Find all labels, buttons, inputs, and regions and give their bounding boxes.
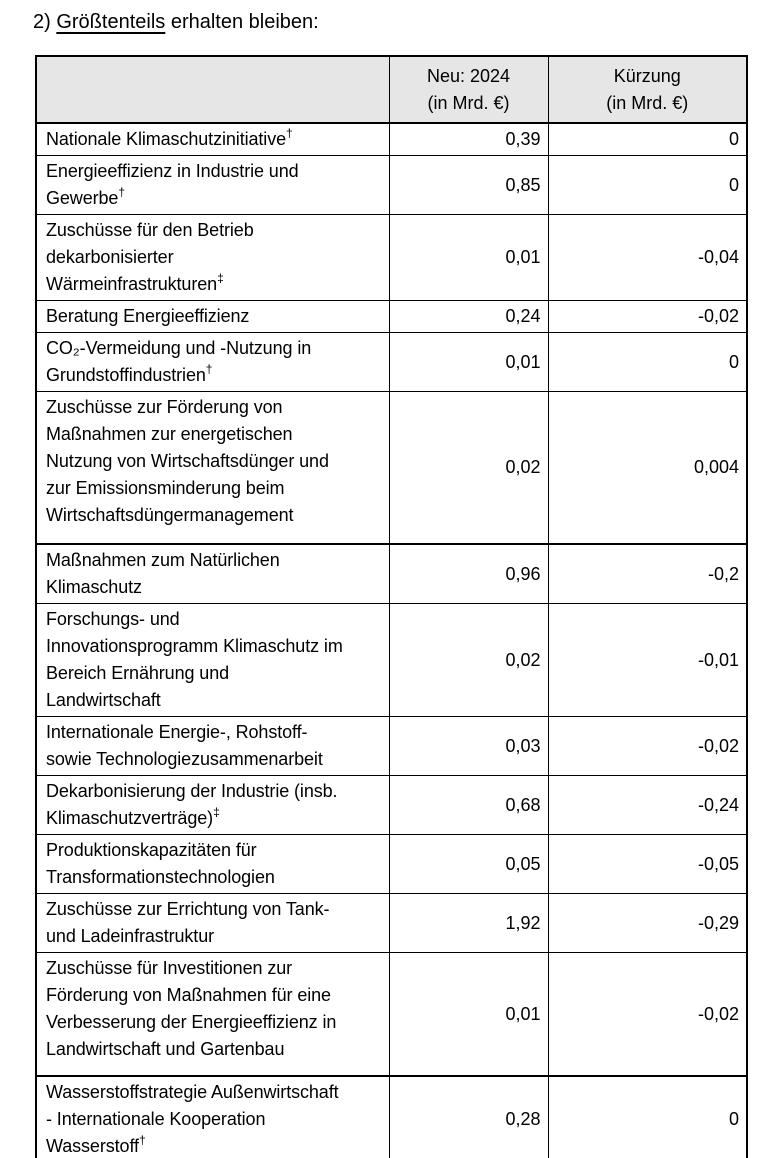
neu-value-cell: 0,02 xyxy=(388,391,549,545)
table-row: Dekarbonisierung der Industrie (insb. Kl… xyxy=(35,775,748,835)
table-body: Nationale Klimaschutzinitiative† 0,39 0 Ene… xyxy=(35,122,748,1158)
table-row: Internationale Energie-, Rohstoff- sowie… xyxy=(35,716,748,776)
table-row: Wasserstoffstrategie Außenwirtschaft - I… xyxy=(35,1075,748,1158)
row-label-text: Beratung Energieeffizienz xyxy=(46,306,250,326)
table-row: Nationale Klimaschutzinitiative† 0,39 0 xyxy=(35,122,748,156)
neu-value-cell: 0,39 xyxy=(388,122,549,156)
neu-value-cell: 0,68 xyxy=(388,775,549,835)
row-label-text: Nationale Klimaschutzinitiative xyxy=(46,129,287,149)
footnote-marker: † xyxy=(138,1133,146,1147)
footnote-marker: † xyxy=(286,126,293,140)
neu-value-cell: 0,96 xyxy=(388,543,549,604)
header-neu-2024: Neu: 2024 (in Mrd. €) xyxy=(388,55,549,124)
kuerzung-value-cell: 0 xyxy=(547,155,748,215)
footnote-marker: ‡ xyxy=(213,805,220,819)
kuerzung-value-cell: 0,004 xyxy=(547,391,748,545)
kuerzung-value-cell: -0,2 xyxy=(547,543,748,604)
row-label-text: Dekarbonisierung der Industrie (insb. Kl… xyxy=(46,781,338,828)
row-label-text: Zuschüsse für den Betrieb dekarbonisiert… xyxy=(46,220,254,294)
row-label-text: Maßnahmen zum Natürlichen Klimaschutz xyxy=(46,550,280,597)
footnote-marker: † xyxy=(118,185,125,199)
row-label-cell: Zuschüsse zur Förderung von Maßnahmen zu… xyxy=(35,391,390,545)
neu-value-cell: 0,28 xyxy=(388,1075,549,1158)
row-label-cell: Maßnahmen zum Natürlichen Klimaschutz xyxy=(35,543,390,604)
neu-value-cell: 1,92 xyxy=(388,893,549,953)
row-label-text: Zuschüsse für Investitionen zur Förderun… xyxy=(46,958,337,1059)
title-underlined-word: Größtenteils xyxy=(56,11,166,33)
table-row: Beratung Energieeffizienz 0,24 -0,02 xyxy=(35,300,748,333)
neu-value-cell: 0,03 xyxy=(388,716,549,776)
kuerzung-value-cell: 0 xyxy=(547,122,748,156)
page-title: 2) Größtenteils erhalten bleiben: xyxy=(33,8,319,36)
kuerzung-value-cell: -0,02 xyxy=(547,716,748,776)
header-kuerzung: Kürzung (in Mrd. €) xyxy=(547,55,748,124)
neu-value-cell: 0,01 xyxy=(388,214,549,301)
row-label-cell: Dekarbonisierung der Industrie (insb. Kl… xyxy=(35,775,390,835)
kuerzung-value-cell: 0 xyxy=(547,332,748,392)
table-row: Zuschüsse für Investitionen zur Förderun… xyxy=(35,952,748,1077)
row-label-cell: Nationale Klimaschutzinitiative† xyxy=(35,122,390,156)
row-label-cell: Beratung Energieeffizienz xyxy=(35,300,390,333)
table-row: Energieeffizienz in Industrie und Gewerb… xyxy=(35,155,748,215)
row-label-text: Produktionskapazitäten für Transformatio… xyxy=(46,840,275,887)
row-label-text: Energieeffizienz in Industrie und Gewerb… xyxy=(46,161,299,208)
neu-value-cell: 0,01 xyxy=(388,332,549,392)
table-row: Maßnahmen zum Natürlichen Klimaschutz 0,9… xyxy=(35,543,748,604)
kuerzung-value-cell: -0,02 xyxy=(547,300,748,333)
row-label-cell: Forschungs- und Innovationsprogramm Klim… xyxy=(35,603,390,717)
row-label-text: Wasserstoffstrategie Außenwirtschaft - I… xyxy=(46,1082,339,1156)
row-label-cell: Zuschüsse für Investitionen zur Förderun… xyxy=(35,952,390,1077)
kuerzung-value-cell: 0 xyxy=(547,1075,748,1158)
kuerzung-value-cell: -0,24 xyxy=(547,775,748,835)
kuerzung-value-cell: -0,05 xyxy=(547,834,748,894)
budget-table: Neu: 2024 (in Mrd. €) Kürzung (in Mrd. €… xyxy=(35,55,748,1158)
row-label-text: CO₂-Vermeidung und -Nutzung in Grundstof… xyxy=(46,338,312,385)
row-label-text: Zuschüsse zur Förderung von Maßnahmen zu… xyxy=(46,397,329,525)
neu-value-cell: 0,01 xyxy=(388,952,549,1077)
row-label-cell: CO₂-Vermeidung und -Nutzung in Grundstof… xyxy=(35,332,390,392)
row-label-cell: Zuschüsse zur Errichtung von Tank- und L… xyxy=(35,893,390,953)
kuerzung-value-cell: -0,02 xyxy=(547,952,748,1077)
row-label-text: Internationale Energie-, Rohstoff- sowie… xyxy=(46,722,323,769)
table-row: Zuschüsse zur Förderung von Maßnahmen zu… xyxy=(35,391,748,545)
kuerzung-value-cell: -0,01 xyxy=(547,603,748,717)
table-row: Produktionskapazitäten für Transformatio… xyxy=(35,834,748,894)
row-label-cell: Produktionskapazitäten für Transformatio… xyxy=(35,834,390,894)
row-label-text: Zuschüsse zur Errichtung von Tank- und L… xyxy=(46,899,330,946)
neu-value-cell: 0,02 xyxy=(388,603,549,717)
row-label-cell: Internationale Energie-, Rohstoff- sowie… xyxy=(35,716,390,776)
title-prefix: 2) xyxy=(33,11,57,33)
header-empty-cell xyxy=(35,55,390,124)
kuerzung-value-cell: -0,29 xyxy=(547,893,748,953)
footnote-marker: † xyxy=(205,362,213,376)
row-label-cell: Energieeffizienz in Industrie und Gewerb… xyxy=(35,155,390,215)
row-label-cell: Wasserstoffstrategie Außenwirtschaft - I… xyxy=(35,1075,390,1158)
neu-value-cell: 0,24 xyxy=(388,300,549,333)
table-row: CO₂-Vermeidung und -Nutzung in Grundstof… xyxy=(35,332,748,392)
row-label-text: Forschungs- und Innovationsprogramm Klim… xyxy=(46,609,343,710)
title-suffix: erhalten bleiben: xyxy=(165,11,319,33)
table-row: Zuschüsse für den Betrieb dekarbonisiert… xyxy=(35,214,748,301)
footnote-marker: ‡ xyxy=(217,271,224,285)
table-header-row: Neu: 2024 (in Mrd. €) Kürzung (in Mrd. €… xyxy=(35,55,748,124)
table-row: Forschungs- und Innovationsprogramm Klim… xyxy=(35,603,748,717)
neu-value-cell: 0,05 xyxy=(388,834,549,894)
table-row: Zuschüsse zur Errichtung von Tank- und L… xyxy=(35,893,748,953)
kuerzung-value-cell: -0,04 xyxy=(547,214,748,301)
row-label-cell: Zuschüsse für den Betrieb dekarbonisiert… xyxy=(35,214,390,301)
neu-value-cell: 0,85 xyxy=(388,155,549,215)
